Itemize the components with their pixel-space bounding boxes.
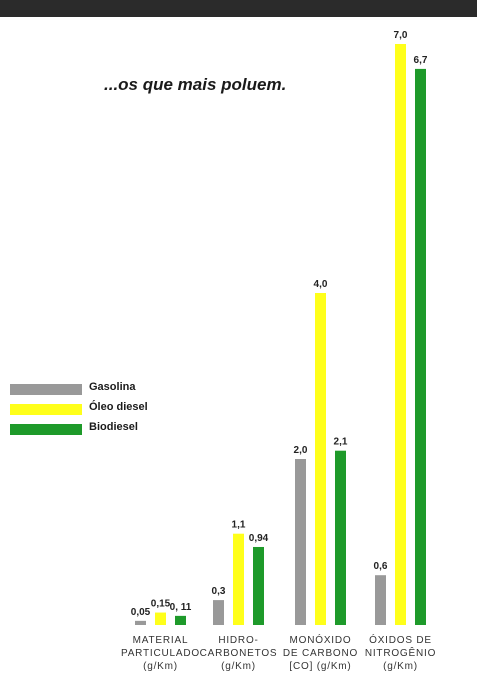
bar-0-1 [213, 600, 224, 625]
legend-item-oleo-diesel: Óleo diesel [10, 399, 170, 419]
data-label-2-1: 0,94 [249, 533, 269, 544]
category-label-0-1: PARTICULADO [121, 648, 200, 659]
category-label-0-0: MATERIAL [133, 635, 189, 646]
category-label-3-1: NITROGÊNIO [365, 646, 436, 659]
bar-2-0 [175, 615, 186, 625]
data-label-2-3: 6,7 [414, 55, 428, 66]
category-label-1-1: CARBONETOS [200, 648, 278, 659]
legend-swatch-biodiesel [10, 424, 82, 435]
category-label-3-0: ÓXIDOS DE [369, 633, 432, 646]
category-label-3-2: (g/Km) [383, 661, 418, 672]
legend-label-oleo-diesel: Óleo diesel [89, 401, 148, 413]
bar-2-3 [415, 68, 426, 625]
category-label-2-2: [CO] (g/Km) [289, 661, 351, 672]
legend-label-biodiesel: Biodiesel [89, 421, 138, 433]
bar-2-2 [335, 450, 346, 625]
data-label-2-0: 0, 11 [170, 602, 192, 613]
category-label-1-0: HIDRO- [218, 635, 258, 646]
legend-item-gasolina: Gasolina [10, 379, 170, 399]
category-label-2-0: MONÓXIDO [290, 633, 352, 646]
category-label-1-2: (g/Km) [221, 661, 256, 672]
data-label-0-2: 2,0 [294, 445, 308, 456]
data-label-1-3: 7,0 [394, 30, 408, 41]
data-label-2-2: 2,1 [334, 437, 348, 448]
bar-1-3 [395, 44, 406, 625]
data-label-0-0: 0,05 [131, 607, 151, 618]
bar-0-3 [375, 575, 386, 625]
category-label-2-1: DE CARBONO [283, 648, 358, 659]
data-label-1-0: 0,15 [151, 599, 171, 610]
data-label-1-1: 1,1 [232, 520, 246, 531]
chart-title: ...os que mais poluem. [104, 75, 287, 94]
category-label-0-2: (g/Km) [143, 661, 178, 672]
data-label-0-1: 0,3 [212, 586, 226, 597]
legend-swatch-oleo-diesel [10, 404, 82, 415]
data-label-0-3: 0,6 [374, 561, 388, 572]
bar-1-1 [233, 533, 244, 625]
bar-1-2 [315, 293, 326, 625]
bar-0-0 [135, 620, 146, 625]
bar-2-1 [253, 546, 264, 625]
legend-label-gasolina: Gasolina [89, 381, 136, 393]
top-bar [0, 0, 477, 17]
bar-0-2 [295, 459, 306, 625]
data-label-1-2: 4,0 [314, 279, 328, 290]
legend-item-biodiesel: Biodiesel [10, 419, 170, 439]
legend: Gasolina Óleo diesel Biodiesel [10, 379, 170, 439]
legend-swatch-gasolina [10, 384, 82, 395]
bar-1-0 [155, 612, 166, 625]
